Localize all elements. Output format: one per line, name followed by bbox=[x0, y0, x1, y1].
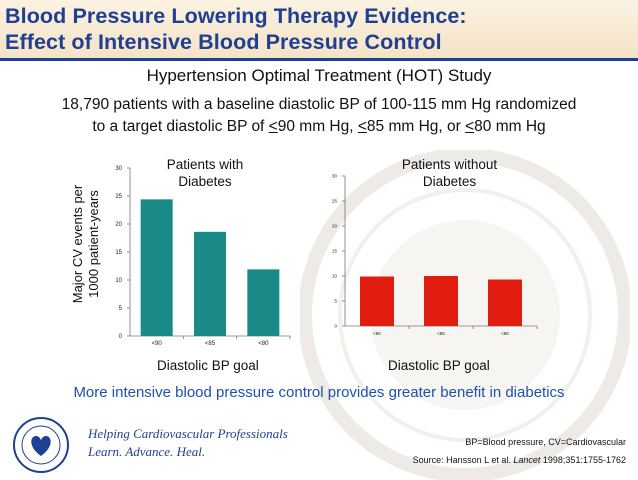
target-1: 90 mm Hg, bbox=[277, 118, 358, 135]
study-description-line-2: to a target diastolic BP of <90 mm Hg, <… bbox=[0, 118, 638, 136]
y-tick-label: 30 bbox=[115, 166, 122, 172]
bar-2 bbox=[424, 276, 458, 326]
chart-title-diabetes-line-1: Patients with bbox=[166, 157, 244, 172]
source-suffix: 1998;351:1755-1762 bbox=[540, 455, 626, 465]
title-banner: Blood Pressure Lowering Therapy Evidence… bbox=[0, 0, 638, 58]
y-tick-label: 10 bbox=[332, 274, 338, 279]
target-2: 85 mm Hg, or bbox=[366, 118, 466, 135]
tagline-2: Learn. Advance. Heal. bbox=[88, 444, 206, 459]
y-tick-label: 20 bbox=[115, 222, 122, 228]
x-category-label: <90 bbox=[373, 331, 381, 336]
target-3: 80 mm Hg bbox=[474, 118, 546, 135]
title-line-1: Blood Pressure Lowering Therapy Evidence… bbox=[5, 4, 467, 28]
x-category-label: <80 bbox=[258, 341, 269, 347]
x-category-label: <85 bbox=[205, 341, 216, 347]
bar-1 bbox=[360, 276, 394, 326]
watermark-seal bbox=[300, 150, 630, 480]
x-category-label: <85 bbox=[437, 331, 445, 336]
chart-title-no-diabetes: Patients without Diabetes bbox=[392, 156, 507, 190]
chart-title-diabetes: Patients with Diabetes bbox=[160, 156, 250, 190]
x-category-label: <80 bbox=[501, 331, 509, 336]
abbreviations-note: BP=Blood pressure, CV=Cardiovascular bbox=[465, 437, 626, 447]
chart-title-diabetes-line-2: Diabetes bbox=[178, 174, 232, 189]
y-tick-label: 20 bbox=[332, 224, 338, 229]
conclusion-text: More intensive blood pressure control pr… bbox=[73, 384, 565, 401]
y-tick-label: 0 bbox=[119, 334, 123, 340]
bar-2 bbox=[194, 231, 226, 336]
chart-title-no-diabetes-line-2: Diabetes bbox=[422, 174, 477, 189]
bar-3 bbox=[247, 269, 280, 336]
y-tick-label: 30 bbox=[332, 174, 338, 179]
source-citation: Source: Hansson L et al. Lancet 1998;351… bbox=[413, 455, 626, 465]
title-line-2: Effect of Intensive Blood Pressure Contr… bbox=[5, 30, 442, 54]
bar-3 bbox=[488, 279, 522, 326]
source-prefix: Source: Hansson L et al. bbox=[412, 455, 514, 465]
acc-seal-logo bbox=[13, 417, 69, 473]
lte-symbol-1: < bbox=[268, 118, 278, 135]
chart-title-no-diabetes-line-1: Patients without bbox=[401, 157, 498, 172]
source-journal: Lancet bbox=[513, 455, 541, 465]
study-description-line-1: 18,790 patients with a baseline diastoli… bbox=[61, 96, 577, 113]
y-tick-label: 15 bbox=[115, 250, 122, 256]
x-axis-label-diabetes: Diastolic BP goal bbox=[157, 358, 259, 373]
y-tick-label: 5 bbox=[119, 306, 123, 312]
y-tick-label: 0 bbox=[334, 324, 337, 329]
title-divider bbox=[0, 58, 638, 61]
y-tick-label: 25 bbox=[115, 194, 122, 200]
y-tick-label: 10 bbox=[115, 278, 122, 284]
lte-symbol-3: < bbox=[465, 118, 475, 135]
desc-pre: to a target diastolic BP of bbox=[92, 118, 269, 135]
lte-symbol-2: < bbox=[357, 118, 367, 135]
study-name: Hypertension Optimal Treatment (HOT) Stu… bbox=[146, 66, 492, 85]
y-tick-label: 25 bbox=[332, 199, 338, 204]
x-axis-label-no-diabetes: Diastolic BP goal bbox=[388, 358, 490, 373]
bar-1 bbox=[140, 199, 173, 336]
x-category-label: <90 bbox=[152, 341, 163, 347]
y-tick-label: 15 bbox=[332, 249, 338, 254]
y-tick-label: 5 bbox=[334, 299, 337, 304]
tagline-1: Helping Cardiovascular Professionals bbox=[88, 426, 288, 441]
